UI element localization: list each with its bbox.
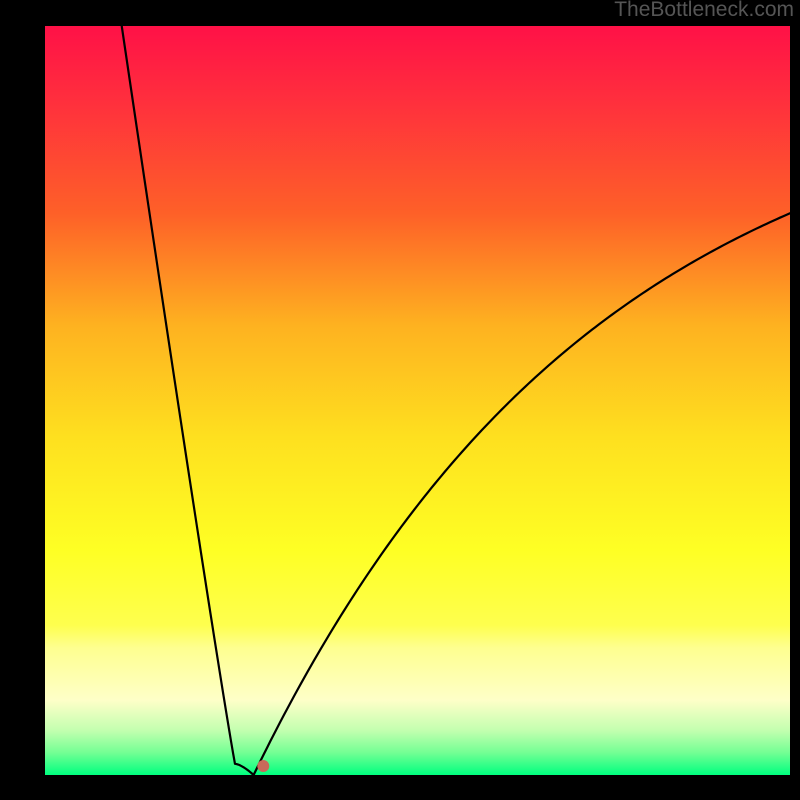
- watermark-label: TheBottleneck.com: [614, 0, 794, 22]
- bottleneck-chart: [0, 0, 800, 800]
- chart-stage: TheBottleneck.com: [0, 0, 800, 800]
